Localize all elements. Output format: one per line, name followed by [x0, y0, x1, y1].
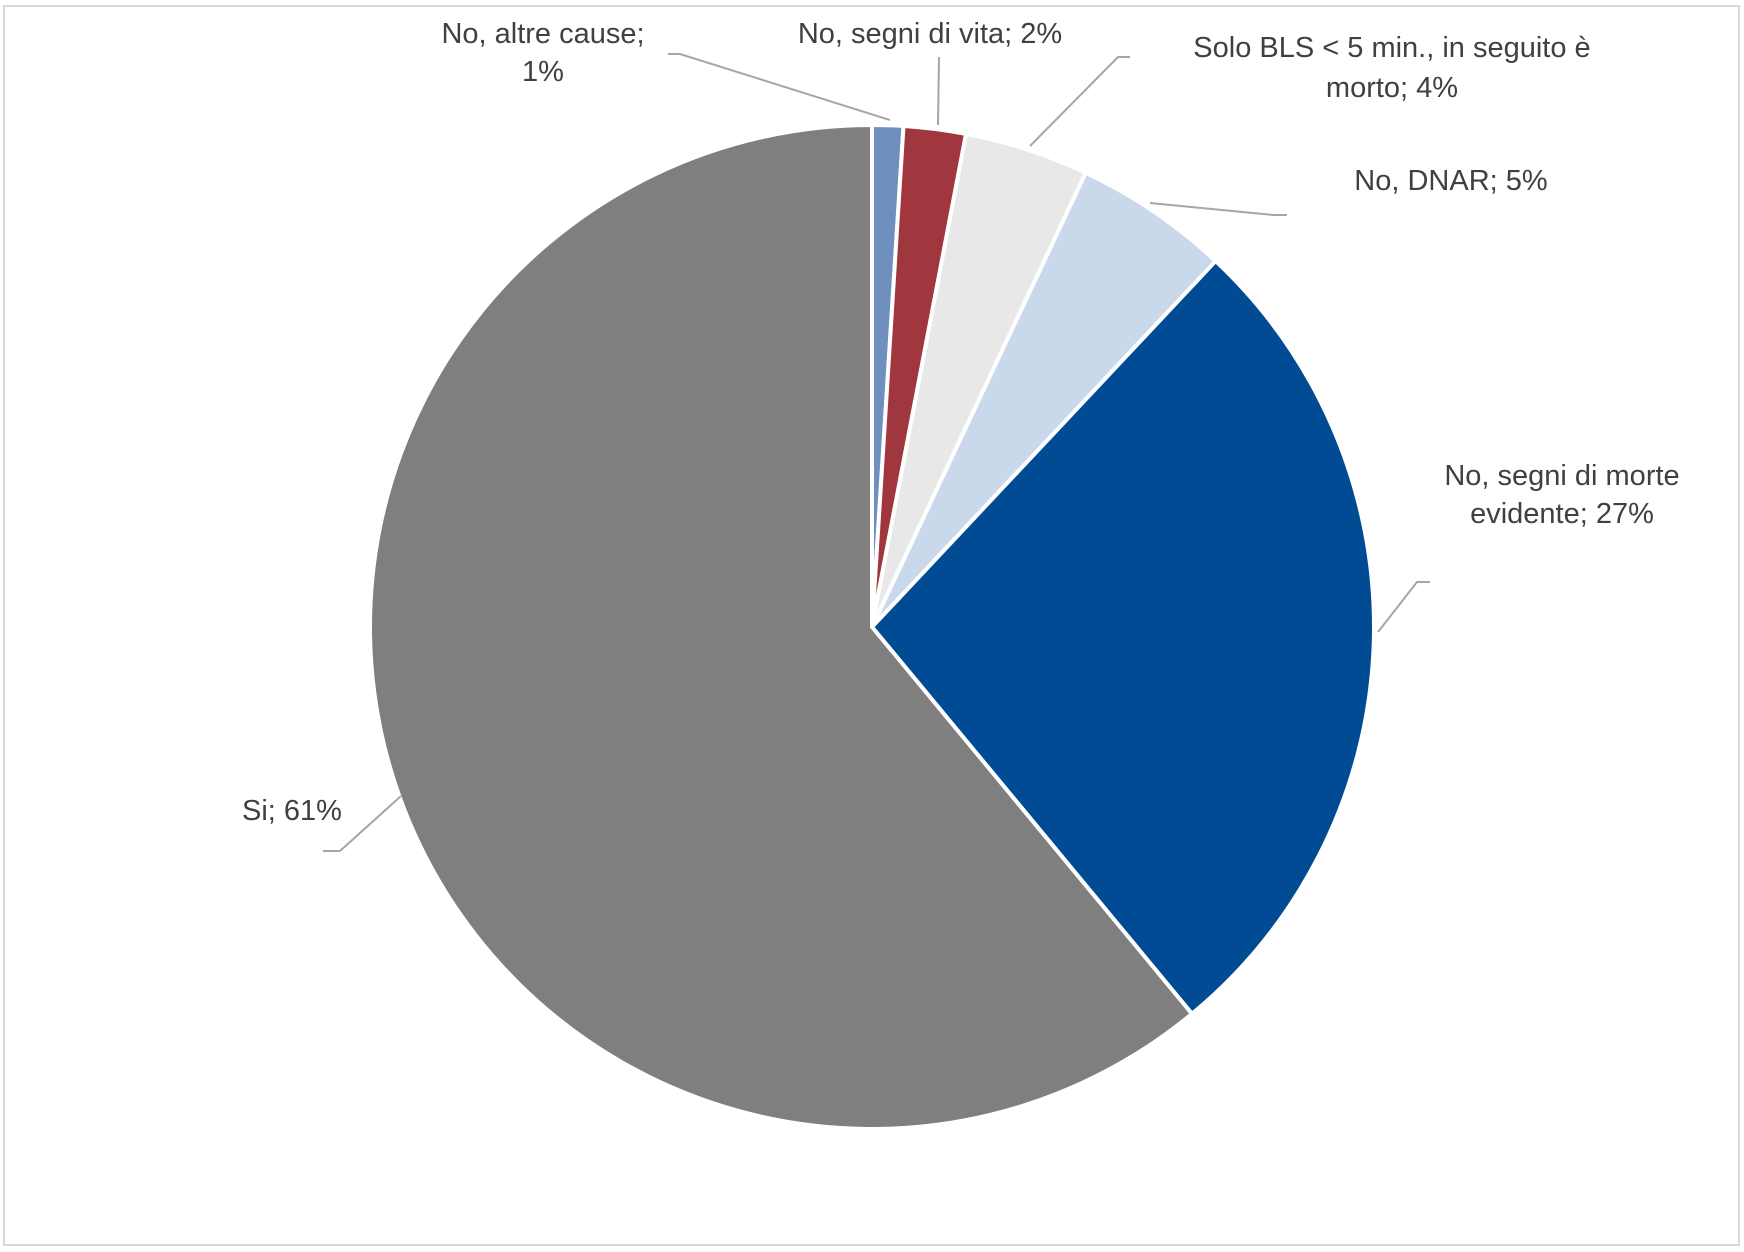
slice-label-line: morto; 4%: [1326, 72, 1458, 104]
pie-slice: [869, 258, 1376, 1017]
slice-labels: No, altre cause; 1% No, segni di vita; 2% S…: [242, 18, 1680, 827]
slice-label-line: No, altre cause;: [441, 18, 644, 50]
leader-line: [323, 795, 402, 852]
slice-label-line: 1%: [522, 56, 564, 88]
slice-label-line: No, DNAR; 5%: [1354, 165, 1547, 197]
leader-line: [937, 56, 940, 126]
slice-label-line: Solo BLS < 5 min., in seguito è: [1193, 32, 1590, 64]
pie-slice: [870, 170, 1219, 629]
slice-label: Solo BLS < 5 min., in seguito è morto; 4%: [1193, 32, 1590, 104]
slice-label-line: No, segni di morte: [1444, 460, 1679, 492]
slice-label: Si; 61%: [242, 795, 342, 827]
leader-lines: [323, 53, 1430, 852]
leader-line: [668, 53, 891, 121]
slice-label: No, DNAR; 5%: [1354, 165, 1547, 197]
slice-label-line: evidente; 27%: [1470, 498, 1654, 530]
leader-line: [1377, 581, 1430, 633]
slice-label-line: No, segni di vita; 2%: [798, 18, 1062, 50]
slice-label: No, segni di vita; 2%: [798, 18, 1062, 50]
slice-label: No, segni di morte evidente; 27%: [1444, 460, 1679, 530]
slice-label: No, altre cause; 1%: [441, 18, 644, 88]
slice-label-line: Si; 61%: [242, 795, 342, 827]
pie-slices: [368, 122, 1376, 1131]
leader-line: [1149, 202, 1287, 216]
leader-line: [1029, 56, 1130, 147]
